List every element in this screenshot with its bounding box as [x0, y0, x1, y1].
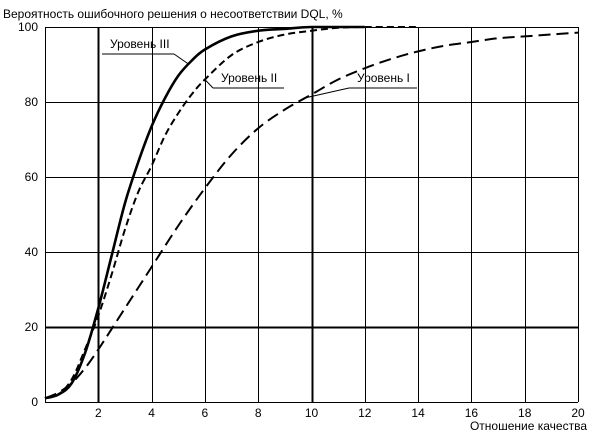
label-leader-line — [204, 79, 214, 89]
series-label-text: Уровень I — [357, 71, 410, 85]
x-tick-label: 4 — [148, 406, 155, 420]
grid — [45, 27, 579, 403]
x-tick-label: 6 — [202, 406, 209, 420]
x-tick-label: 16 — [465, 406, 479, 420]
x-tick-label: 20 — [571, 406, 585, 420]
label-leader-line — [303, 87, 350, 99]
series-labels: Уровень III Уровень II Уровень I — [102, 37, 417, 99]
y-tick-label: 80 — [25, 95, 39, 109]
y-tick-label: 0 — [31, 395, 38, 409]
series-label-text: Уровень II — [221, 71, 277, 85]
series-label-уровень-iii: Уровень III — [102, 37, 188, 64]
series-lines — [44, 25, 579, 400]
series-label-text: Уровень III — [110, 37, 170, 51]
x-tick-label: 12 — [358, 406, 372, 420]
series-line-уровень-i — [44, 31, 579, 400]
series-line-уровень-iii — [44, 25, 365, 400]
x-tick-label: 8 — [255, 406, 262, 420]
tick-labels: 2 4 6 8 10 12 14 16 18 20 0 20 40 60 80 100 — [18, 20, 585, 420]
x-tick-label: 14 — [411, 406, 425, 420]
y-tick-label: 20 — [25, 320, 39, 334]
series-label-уровень-ii: Уровень II — [204, 71, 284, 89]
y-tick-label: 60 — [25, 170, 39, 184]
x-tick-label: 10 — [305, 406, 319, 420]
label-leader-line — [173, 53, 188, 64]
x-tick-label: 2 — [95, 406, 102, 420]
series-label-уровень-i: Уровень I — [303, 71, 417, 99]
chart-title: Вероятность ошибочного решения о несоотв… — [3, 7, 343, 21]
y-tick-label: 100 — [18, 20, 38, 34]
series-line-уровень-ii — [44, 25, 419, 400]
x-tick-label: 18 — [518, 406, 532, 420]
x-axis-label: Отношение качества — [470, 419, 587, 433]
y-tick-label: 40 — [25, 245, 39, 259]
